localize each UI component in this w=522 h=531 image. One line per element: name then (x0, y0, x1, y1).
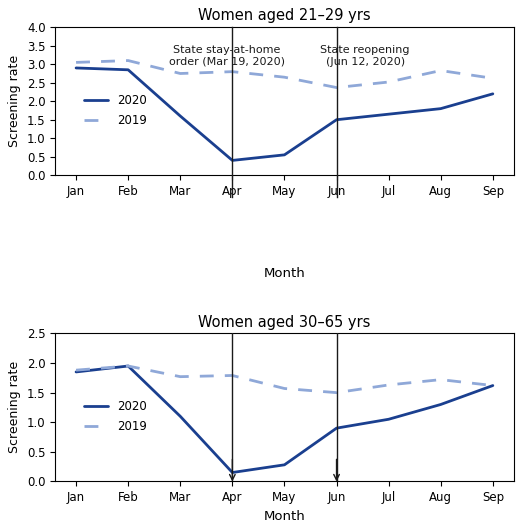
2019 (334, 389, 340, 396)
2020 (125, 66, 132, 73)
Line: 2019: 2019 (76, 366, 493, 392)
2020 (437, 401, 444, 408)
2019 (437, 376, 444, 383)
2020 (177, 113, 183, 119)
Line: 2020: 2020 (76, 68, 493, 160)
Line: 2019: 2019 (76, 61, 493, 88)
2019 (281, 74, 288, 80)
2019 (229, 68, 235, 75)
2020 (490, 382, 496, 389)
2019 (229, 372, 235, 379)
2019 (490, 382, 496, 389)
2020 (73, 369, 79, 375)
2019 (281, 386, 288, 392)
Text: State stay-at-home
order (Mar 19, 2020): State stay-at-home order (Mar 19, 2020) (169, 45, 285, 66)
Text: State reopening
(Jun 12, 2020): State reopening (Jun 12, 2020) (321, 45, 410, 66)
2019 (386, 79, 392, 85)
2019 (177, 70, 183, 76)
Y-axis label: Screening rate: Screening rate (8, 55, 21, 147)
2020 (125, 363, 132, 369)
2019 (73, 367, 79, 373)
2019 (177, 373, 183, 380)
2020 (386, 111, 392, 117)
Title: Women aged 30–65 yrs: Women aged 30–65 yrs (198, 314, 371, 330)
X-axis label: Month: Month (264, 510, 305, 523)
2020 (177, 413, 183, 419)
2020 (229, 157, 235, 164)
2020 (229, 469, 235, 476)
2020 (281, 152, 288, 158)
Legend: 2020, 2019: 2020, 2019 (79, 89, 152, 132)
2019 (437, 67, 444, 74)
2019 (386, 382, 392, 388)
2020 (490, 91, 496, 97)
Line: 2020: 2020 (76, 366, 493, 473)
2019 (73, 59, 79, 66)
Y-axis label: Screening rate: Screening rate (8, 362, 21, 453)
Text: Month: Month (264, 267, 305, 280)
2020 (334, 425, 340, 431)
2020 (386, 416, 392, 423)
2020 (281, 461, 288, 468)
Legend: 2020, 2019: 2020, 2019 (79, 396, 152, 438)
Title: Women aged 21–29 yrs: Women aged 21–29 yrs (198, 8, 371, 23)
2019 (334, 84, 340, 91)
2020 (334, 116, 340, 123)
2020 (73, 65, 79, 71)
2019 (125, 363, 132, 369)
2019 (490, 75, 496, 81)
2020 (437, 106, 444, 112)
2019 (125, 57, 132, 64)
